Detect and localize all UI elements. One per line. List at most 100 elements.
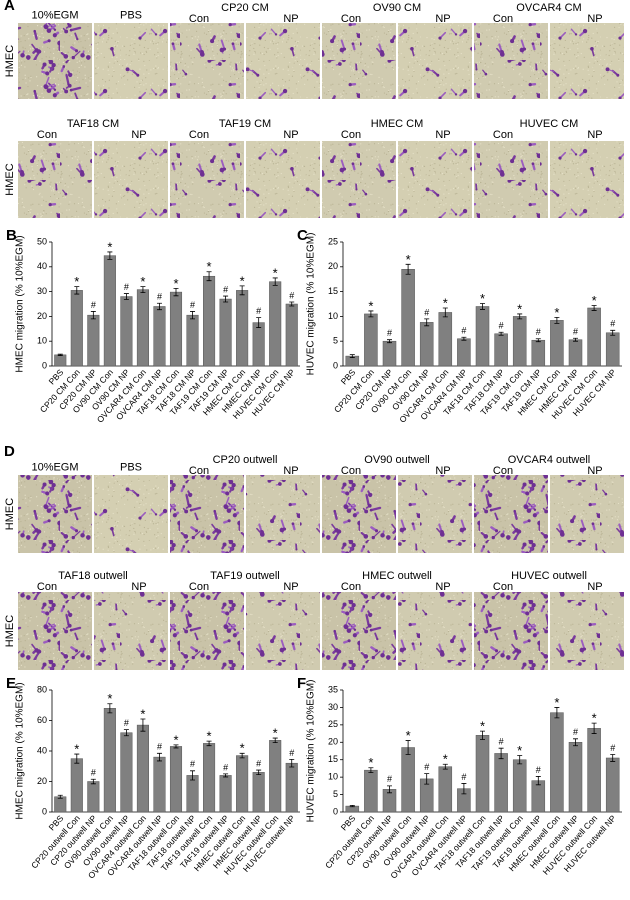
- significance-marker: *: [592, 711, 597, 726]
- micrograph: [550, 23, 624, 99]
- bar: [269, 740, 282, 813]
- micrograph: [398, 592, 472, 670]
- group-header: CP20 outwell: [213, 454, 278, 466]
- y-tick-label: 0: [333, 360, 338, 370]
- image-header: NP: [435, 465, 450, 477]
- group-header: CP20 CM: [221, 2, 269, 14]
- significance-marker: #: [536, 765, 541, 775]
- micrograph: [18, 141, 92, 218]
- significance-marker: *: [517, 301, 522, 316]
- significance-marker: *: [554, 305, 559, 320]
- bar: [186, 775, 199, 813]
- significance-marker: #: [499, 737, 504, 747]
- significance-marker: #: [91, 768, 96, 778]
- bar: [364, 769, 378, 813]
- micrograph: [322, 141, 396, 218]
- micrograph: [170, 475, 244, 553]
- error-bar: [554, 707, 560, 719]
- bar: [236, 290, 249, 367]
- significance-marker: #: [387, 774, 392, 784]
- bar: [550, 320, 564, 367]
- significance-marker: #: [157, 292, 162, 302]
- error-bar: [123, 293, 129, 300]
- bar: [203, 275, 216, 367]
- y-tick-label: 25: [328, 236, 338, 246]
- bar: [285, 303, 298, 367]
- bar: [438, 312, 453, 367]
- significance-marker: #: [461, 326, 466, 336]
- error-bar: [239, 752, 245, 759]
- micrograph: [18, 475, 92, 553]
- micrograph: [474, 592, 548, 670]
- panel-label: E: [6, 675, 16, 692]
- group-header: HMEC outwell: [362, 570, 432, 582]
- error-bar: [74, 753, 80, 764]
- group-header: TAF19 CM: [219, 118, 271, 130]
- bar: [494, 333, 508, 367]
- micrograph: [550, 475, 624, 553]
- significance-marker: *: [107, 691, 112, 706]
- image-header: PBS: [120, 9, 142, 21]
- error-bar: [368, 310, 374, 318]
- panel-label: B: [6, 227, 17, 244]
- significance-marker: *: [406, 728, 411, 743]
- image-header: Con: [189, 581, 209, 593]
- significance-marker: *: [368, 298, 373, 313]
- micrograph: [246, 141, 320, 218]
- significance-marker: *: [592, 293, 597, 308]
- error-bar: [223, 773, 229, 778]
- image-header: 10%EGM: [31, 9, 78, 21]
- significance-marker: *: [173, 732, 178, 747]
- significance-marker: #: [536, 327, 541, 337]
- image-header: NP: [131, 129, 146, 141]
- bar: [153, 306, 166, 367]
- micrograph: [474, 141, 548, 218]
- error-bar: [107, 703, 113, 714]
- y-tick-label: 25: [328, 719, 338, 729]
- error-bar: [156, 752, 162, 762]
- bar: [219, 775, 232, 813]
- y-tick-label: 20: [328, 261, 338, 271]
- error-bar: [289, 758, 295, 768]
- significance-marker: #: [223, 284, 228, 294]
- y-tick-label: 30: [328, 702, 338, 712]
- group-header: OV90 CM: [373, 2, 421, 14]
- significance-marker: #: [157, 742, 162, 752]
- significance-marker: #: [424, 762, 429, 772]
- significance-marker: *: [140, 706, 145, 721]
- significance-marker: #: [573, 327, 578, 337]
- bar: [494, 753, 508, 813]
- micrograph: [474, 475, 548, 553]
- significance-marker: *: [443, 752, 448, 767]
- group-header: OVCAR4 CM: [516, 2, 581, 14]
- row-label: HMEC: [4, 163, 16, 195]
- y-tick-label: 80: [37, 684, 47, 694]
- micrograph: [170, 141, 244, 218]
- significance-marker: #: [461, 772, 466, 782]
- error-bar: [57, 794, 63, 799]
- image-header: Con: [341, 465, 361, 477]
- y-tick-label: 20: [37, 776, 47, 786]
- significance-marker: #: [256, 306, 261, 316]
- significance-marker: *: [240, 741, 245, 756]
- group-header: HUVEC CM: [520, 118, 579, 130]
- significance-marker: *: [554, 695, 559, 710]
- bar: [70, 758, 83, 813]
- significance-marker: *: [480, 291, 485, 306]
- significance-marker: *: [406, 252, 411, 267]
- bar: [136, 724, 149, 813]
- error-bar: [206, 740, 212, 747]
- significance-marker: *: [480, 719, 485, 734]
- error-bar: [480, 303, 485, 310]
- error-bar: [573, 337, 578, 342]
- bar: [186, 314, 199, 367]
- significance-marker: #: [499, 321, 504, 331]
- panel-label: F: [297, 675, 306, 692]
- y-tick-label: 10: [328, 772, 338, 782]
- error-bar: [173, 744, 179, 749]
- image-header: PBS: [120, 461, 142, 473]
- significance-marker: #: [124, 282, 129, 292]
- bar: [87, 781, 100, 813]
- error-bar: [498, 331, 504, 336]
